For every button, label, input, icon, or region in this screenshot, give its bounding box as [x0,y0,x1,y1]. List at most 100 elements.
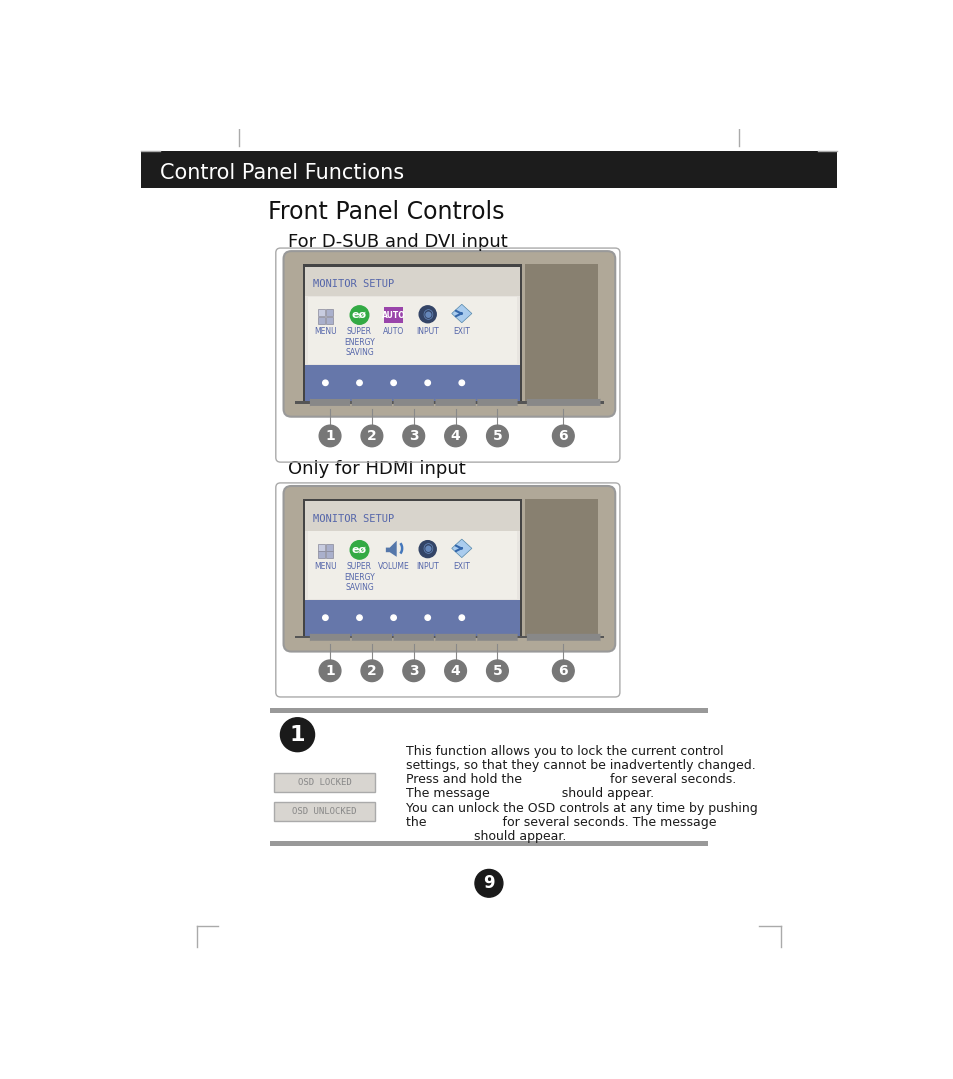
Bar [294,401,603,404]
Circle shape [350,305,369,325]
Bar [384,308,402,323]
Text: 1: 1 [325,429,335,443]
Text: VOLUME: VOLUME [377,562,409,571]
FancyBboxPatch shape [283,251,615,416]
Text: should appear.: should appear. [406,830,566,843]
Circle shape [552,660,574,682]
Circle shape [319,660,340,682]
FancyBboxPatch shape [352,398,392,407]
Text: 2: 2 [367,664,376,678]
Circle shape [424,615,430,620]
Text: SUPER
ENERGY
SAVING: SUPER ENERGY SAVING [344,327,375,357]
Text: Press and hold the                      for several seconds.: Press and hold the for several seconds. [406,774,736,787]
Bar [326,544,333,550]
Circle shape [391,615,395,620]
FancyBboxPatch shape [283,486,615,652]
Text: 1: 1 [325,664,335,678]
Text: ◉: ◉ [422,308,433,320]
Bar [326,309,333,316]
Bar [305,600,519,637]
Bar [270,708,707,713]
Text: 6: 6 [558,429,568,443]
Circle shape [444,425,466,447]
Bar [303,264,521,404]
Circle shape [360,660,382,682]
Circle shape [319,425,340,447]
Polygon shape [452,304,472,323]
Circle shape [356,615,362,620]
Circle shape [418,305,436,323]
Text: 9: 9 [482,874,495,892]
FancyBboxPatch shape [476,398,517,407]
Bar [305,267,519,296]
Text: Only for HDMI input: Only for HDMI input [288,461,465,478]
Text: 5: 5 [492,429,502,443]
Text: AUTO: AUTO [381,311,405,319]
Text: Front Panel Controls: Front Panel Controls [268,200,504,223]
Text: 1: 1 [290,725,305,745]
Circle shape [322,615,328,620]
Text: MENU: MENU [314,327,336,337]
Circle shape [418,541,436,558]
Bar [270,841,707,846]
Text: 4: 4 [450,429,460,443]
Text: Control Panel Functions: Control Panel Functions [159,163,403,182]
Text: MONITOR SETUP: MONITOR SETUP [313,514,394,524]
Bar [318,309,325,316]
Circle shape [458,380,464,385]
Text: OSD LOCKED: OSD LOCKED [297,778,351,787]
Bar [318,551,325,558]
FancyBboxPatch shape [310,633,350,642]
FancyBboxPatch shape [394,398,434,407]
Text: settings, so that they cannot be inadvertently changed.: settings, so that they cannot be inadver… [406,760,755,773]
Text: AUTO: AUTO [382,327,404,337]
Circle shape [402,660,424,682]
FancyBboxPatch shape [310,398,350,407]
FancyBboxPatch shape [526,398,599,407]
FancyBboxPatch shape [526,633,599,642]
Text: 2: 2 [367,429,376,443]
FancyBboxPatch shape [435,398,476,407]
Text: 6: 6 [558,664,568,678]
Text: 4: 4 [450,664,460,678]
FancyBboxPatch shape [394,633,434,642]
Circle shape [424,380,430,385]
Circle shape [552,425,574,447]
Bar [305,365,519,401]
Circle shape [486,425,508,447]
Polygon shape [452,540,472,558]
Bar [525,500,598,639]
Bar [305,502,519,637]
Bar [308,532,517,599]
Text: 5: 5 [492,664,502,678]
Circle shape [356,380,362,385]
Text: MENU: MENU [314,562,336,571]
Circle shape [444,660,466,682]
FancyBboxPatch shape [352,633,392,642]
Text: You can unlock the OSD controls at any time by pushing: You can unlock the OSD controls at any t… [406,803,757,816]
Bar [326,551,333,558]
Bar [318,544,325,550]
Circle shape [486,660,508,682]
Circle shape [322,380,328,385]
Circle shape [458,615,464,620]
Text: For D-SUB and DVI input: For D-SUB and DVI input [288,232,507,250]
Bar [308,297,517,365]
Bar [305,267,519,401]
FancyBboxPatch shape [435,633,476,642]
Bar [294,637,603,639]
Bar [274,803,375,821]
Text: eø: eø [352,545,367,555]
Text: This function allows you to lock the current control: This function allows you to lock the cur… [406,746,723,759]
Bar [303,500,521,639]
Text: INPUT: INPUT [416,562,438,571]
Bar [141,151,836,188]
Bar [525,264,598,404]
Text: OSD UNLOCKED: OSD UNLOCKED [292,807,356,816]
Text: INPUT: INPUT [416,327,438,337]
Text: The message                  should appear.: The message should appear. [406,787,654,800]
Circle shape [391,380,395,385]
Text: the                   for several seconds. The message: the for several seconds. The message [406,817,716,830]
Text: ◉: ◉ [422,543,433,556]
Circle shape [280,718,314,752]
